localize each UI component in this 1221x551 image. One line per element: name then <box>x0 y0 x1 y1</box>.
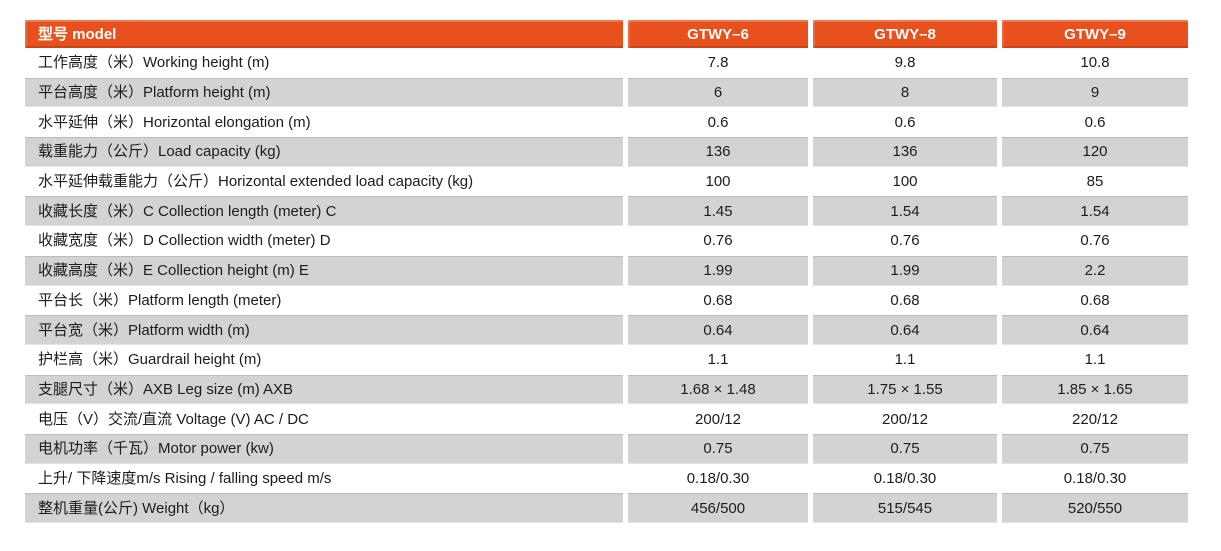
spec-value-cell: 515/545 <box>813 493 997 523</box>
table-row: 支腿尺寸（米）AXB Leg size (m) AXB 1.68 × 1.48 … <box>25 374 1188 405</box>
table-row: 整机重量(公斤) Weight（kg） 456/500 515/545 520/… <box>25 493 1188 523</box>
spec-value-cell: 1.75 × 1.55 <box>813 374 997 405</box>
spec-label-cell: 收藏宽度（米）D Collection width (meter) D <box>25 226 623 256</box>
table-row: 水平延伸载重能力（公斤）Horizontal extended load cap… <box>25 166 1188 197</box>
spec-value-cell: 1.54 <box>813 196 997 227</box>
spec-value-cell: 2.2 <box>1002 255 1188 286</box>
spec-label-cell: 水平延伸载重能力（公斤）Horizontal extended load cap… <box>25 166 623 197</box>
table-row: 平台高度（米）Platform height (m) 6 8 9 <box>25 77 1188 108</box>
spec-value-cell: 85 <box>1002 166 1188 197</box>
spec-value-cell: 136 <box>813 137 997 167</box>
spec-value-cell: 0.68 <box>1002 285 1188 316</box>
spec-value-cell: 0.68 <box>813 285 997 316</box>
spec-value-cell: 0.68 <box>628 285 808 316</box>
spec-value-cell: 0.18/0.30 <box>628 463 808 494</box>
spec-value-cell: 1.68 × 1.48 <box>628 374 808 405</box>
spec-value-cell: 1.1 <box>1002 344 1188 375</box>
spec-value-cell: 120 <box>1002 137 1188 167</box>
table-header-row: 型号 model GTWY–6 GTWY–8 GTWY–9 <box>25 20 1188 48</box>
spec-value-cell: 520/550 <box>1002 493 1188 523</box>
spec-label-cell: 水平延伸（米）Horizontal elongation (m) <box>25 107 623 138</box>
header-model-label: 型号 model <box>25 20 623 48</box>
spec-value-cell: 1.1 <box>628 344 808 375</box>
spec-value-cell: 10.8 <box>1002 48 1188 78</box>
spec-value-cell: 0.64 <box>1002 315 1188 345</box>
table-row: 收藏长度（米）C Collection length (meter) C 1.4… <box>25 196 1188 227</box>
table-row: 平台长（米）Platform length (meter) 0.68 0.68 … <box>25 285 1188 316</box>
table-row: 护栏高（米）Guardrail height (m) 1.1 1.1 1.1 <box>25 344 1188 375</box>
spec-value-cell: 0.6 <box>1002 107 1188 138</box>
spec-value-cell: 1.99 <box>628 255 808 286</box>
spec-value-cell: 0.6 <box>628 107 808 138</box>
spec-value-cell: 100 <box>628 166 808 197</box>
spec-value-cell: 100 <box>813 166 997 197</box>
spec-value-cell: 1.99 <box>813 255 997 286</box>
table-row: 水平延伸（米）Horizontal elongation (m) 0.6 0.6… <box>25 107 1188 138</box>
table-row: 收藏高度（米）E Collection height (m) E 1.99 1.… <box>25 255 1188 286</box>
spec-label-cell: 载重能力（公斤）Load capacity (kg) <box>25 137 623 167</box>
spec-value-cell: 136 <box>628 137 808 167</box>
spec-value-cell: 0.75 <box>813 433 997 464</box>
spec-value-cell: 0.75 <box>628 433 808 464</box>
spec-value-cell: 7.8 <box>628 48 808 78</box>
spec-value-cell: 0.18/0.30 <box>1002 463 1188 494</box>
spec-label-cell: 整机重量(公斤) Weight（kg） <box>25 493 623 523</box>
spec-label-cell: 平台高度（米）Platform height (m) <box>25 77 623 108</box>
table-row: 载重能力（公斤）Load capacity (kg) 136 136 120 <box>25 137 1188 167</box>
spec-label-cell: 护栏高（米）Guardrail height (m) <box>25 344 623 375</box>
header-column-gtwy-8: GTWY–8 <box>813 20 997 48</box>
spec-value-cell: 1.1 <box>813 344 997 375</box>
spec-value-cell: 220/12 <box>1002 404 1188 434</box>
spec-label-cell: 电机功率（千瓦）Motor power (kw) <box>25 433 623 464</box>
spec-value-cell: 1.45 <box>628 196 808 227</box>
spec-value-cell: 0.76 <box>1002 226 1188 256</box>
spec-value-cell: 8 <box>813 77 997 108</box>
spec-label-cell: 收藏高度（米）E Collection height (m) E <box>25 255 623 286</box>
spec-value-cell: 0.6 <box>813 107 997 138</box>
table-row: 工作高度（米）Working height (m) 7.8 9.8 10.8 <box>25 48 1188 78</box>
spec-value-cell: 1.85 × 1.65 <box>1002 374 1188 405</box>
spec-label-cell: 平台长（米）Platform length (meter) <box>25 285 623 316</box>
spec-value-cell: 9.8 <box>813 48 997 78</box>
spec-value-cell: 200/12 <box>628 404 808 434</box>
spec-value-cell: 0.76 <box>628 226 808 256</box>
table-row: 上升/ 下降速度m/s Rising / falling speed m/s 0… <box>25 463 1188 494</box>
spec-label-cell: 平台宽（米）Platform width (m) <box>25 315 623 345</box>
spec-label-cell: 收藏长度（米）C Collection length (meter) C <box>25 196 623 227</box>
spec-value-cell: 6 <box>628 77 808 108</box>
table-row: 收藏宽度（米）D Collection width (meter) D 0.76… <box>25 226 1188 256</box>
spec-value-cell: 0.64 <box>628 315 808 345</box>
spec-value-cell: 0.76 <box>813 226 997 256</box>
spec-label-cell: 支腿尺寸（米）AXB Leg size (m) AXB <box>25 374 623 405</box>
table-row: 平台宽（米）Platform width (m) 0.64 0.64 0.64 <box>25 315 1188 345</box>
table-row: 电压（V）交流/直流 Voltage (V) AC / DC 200/12 20… <box>25 404 1188 434</box>
table-row: 电机功率（千瓦）Motor power (kw) 0.75 0.75 0.75 <box>25 433 1188 464</box>
spec-value-cell: 456/500 <box>628 493 808 523</box>
spec-label-cell: 工作高度（米）Working height (m) <box>25 48 623 78</box>
spec-value-cell: 0.64 <box>813 315 997 345</box>
header-column-gtwy-6: GTWY–6 <box>628 20 808 48</box>
header-column-gtwy-9: GTWY–9 <box>1002 20 1188 48</box>
spec-value-cell: 1.54 <box>1002 196 1188 227</box>
product-spec-table: 型号 model GTWY–6 GTWY–8 GTWY–9 工作高度（米）Wor… <box>25 20 1188 523</box>
spec-label-cell: 上升/ 下降速度m/s Rising / falling speed m/s <box>25 463 623 494</box>
spec-value-cell: 0.18/0.30 <box>813 463 997 494</box>
spec-value-cell: 200/12 <box>813 404 997 434</box>
spec-label-cell: 电压（V）交流/直流 Voltage (V) AC / DC <box>25 404 623 434</box>
spec-value-cell: 9 <box>1002 77 1188 108</box>
spec-value-cell: 0.75 <box>1002 433 1188 464</box>
